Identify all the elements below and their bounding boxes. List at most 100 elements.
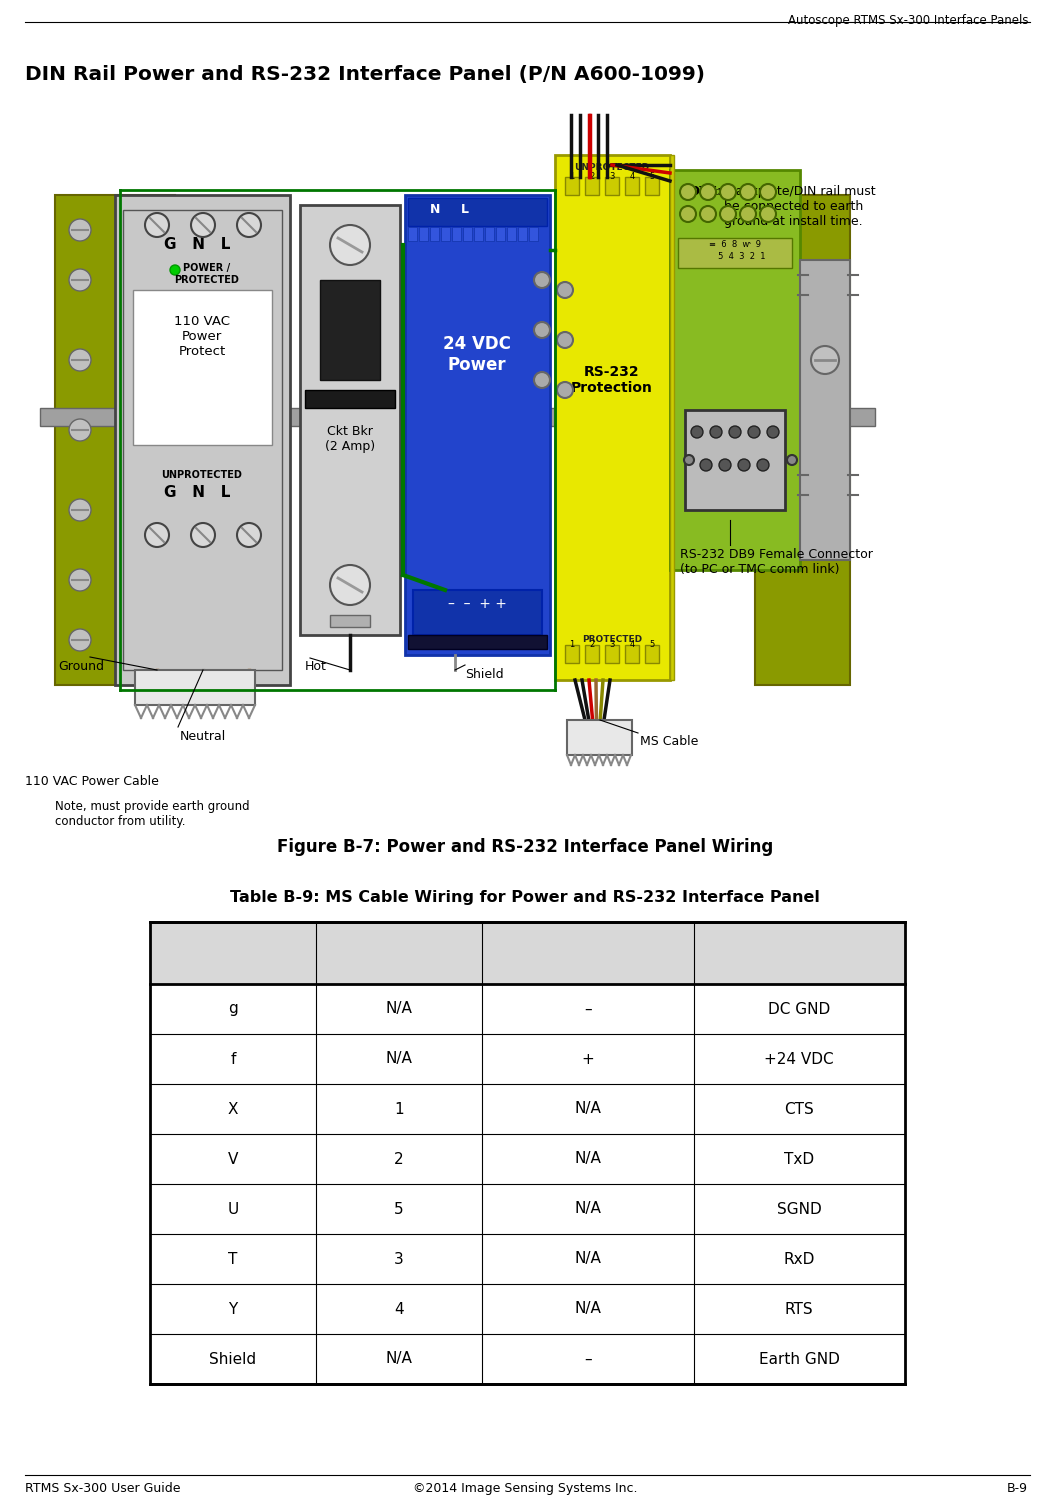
- Text: L: L: [461, 203, 469, 216]
- Text: RTMS Sx-300 User Guide: RTMS Sx-300 User Guide: [25, 1482, 181, 1494]
- Text: N/A: N/A: [574, 1101, 602, 1116]
- Circle shape: [680, 206, 696, 222]
- Circle shape: [145, 213, 169, 237]
- Text: UNPROTECTED: UNPROTECTED: [574, 164, 650, 173]
- Text: N/A: N/A: [385, 1051, 413, 1066]
- Text: Y: Y: [229, 1302, 237, 1316]
- Bar: [55, 195, 175, 685]
- Bar: [518, 227, 527, 240]
- Text: f: f: [230, 1051, 236, 1066]
- Text: U: U: [228, 1202, 238, 1217]
- Text: ≡  6  8  ⱳ  9: ≡ 6 8 ⱳ 9: [709, 240, 761, 249]
- Text: +24 VDC: +24 VDC: [764, 1051, 834, 1066]
- Bar: [330, 614, 370, 626]
- Text: 1: 1: [569, 640, 574, 649]
- Text: RS-232
Protection: RS-232 Protection: [571, 365, 653, 395]
- Bar: [405, 195, 550, 655]
- Circle shape: [710, 427, 722, 439]
- Circle shape: [760, 185, 776, 200]
- Text: N: N: [429, 203, 440, 216]
- Bar: [135, 670, 255, 704]
- Text: 5: 5: [649, 173, 654, 182]
- Circle shape: [237, 523, 261, 547]
- Bar: [408, 227, 417, 240]
- Bar: [755, 195, 850, 685]
- Bar: [463, 227, 472, 240]
- Bar: [605, 177, 620, 195]
- Bar: [507, 227, 516, 240]
- Bar: [585, 644, 598, 662]
- Bar: [304, 391, 395, 409]
- Text: N/A: N/A: [574, 1251, 602, 1266]
- Text: PROTECTED: PROTECTED: [582, 635, 642, 644]
- Circle shape: [700, 460, 712, 472]
- Circle shape: [729, 427, 741, 439]
- Circle shape: [738, 460, 750, 472]
- Text: 5: 5: [395, 1202, 404, 1217]
- Text: DC GND: DC GND: [769, 1002, 831, 1017]
- Text: ©2014 Image Sensing Systems Inc.: ©2014 Image Sensing Systems Inc.: [413, 1482, 637, 1494]
- Circle shape: [556, 282, 573, 297]
- Text: Figure B-7: Power and RS-232 Interface Panel Wiring: Figure B-7: Power and RS-232 Interface P…: [277, 838, 773, 856]
- Text: RxD: RxD: [783, 1251, 815, 1266]
- Text: X: X: [228, 1101, 238, 1116]
- Circle shape: [740, 206, 756, 222]
- Bar: [670, 155, 674, 680]
- Bar: [133, 290, 272, 445]
- Circle shape: [684, 455, 694, 466]
- Circle shape: [69, 499, 91, 521]
- Bar: [645, 177, 659, 195]
- Circle shape: [330, 565, 370, 605]
- Text: 3: 3: [609, 640, 614, 649]
- Circle shape: [237, 213, 261, 237]
- Bar: [40, 409, 875, 427]
- Circle shape: [534, 272, 550, 288]
- Circle shape: [788, 455, 797, 466]
- Text: –: –: [584, 1002, 592, 1017]
- Text: N/A: N/A: [574, 1152, 602, 1167]
- Bar: [452, 227, 461, 240]
- Bar: [300, 204, 400, 635]
- Text: TxD: TxD: [784, 1152, 815, 1167]
- Bar: [529, 227, 538, 240]
- Text: Table B-9: MS Cable Wiring for Power and RS-232 Interface Panel: Table B-9: MS Cable Wiring for Power and…: [230, 891, 820, 906]
- Bar: [485, 227, 494, 240]
- Circle shape: [680, 185, 696, 200]
- Text: DIN Rail Power and RS-232 Interface Panel (P/N A600-1099): DIN Rail Power and RS-232 Interface Pane…: [25, 65, 705, 84]
- Circle shape: [69, 569, 91, 590]
- Circle shape: [534, 372, 550, 388]
- Text: N/A: N/A: [574, 1202, 602, 1217]
- Circle shape: [748, 427, 760, 439]
- Text: –  –  + +: – – + +: [447, 596, 506, 611]
- Text: Note, must provide earth ground
conductor from utility.: Note, must provide earth ground conducto…: [55, 801, 250, 828]
- Circle shape: [719, 460, 731, 472]
- Bar: [123, 210, 282, 670]
- Circle shape: [556, 332, 573, 348]
- Circle shape: [69, 219, 91, 240]
- Text: N/A: N/A: [574, 1302, 602, 1316]
- Text: Autoscope RTMS Sx-300 Interface Panels: Autoscope RTMS Sx-300 Interface Panels: [788, 14, 1028, 27]
- Bar: [670, 170, 800, 569]
- Text: NOTE:: NOTE:: [680, 185, 723, 198]
- Text: 4: 4: [629, 173, 634, 182]
- Text: NOTE:  Backplate/DIN rail must
           be connected to earth
           groun: NOTE: Backplate/DIN rail must be connect…: [680, 185, 876, 228]
- Text: g: g: [228, 1002, 238, 1017]
- Bar: [565, 644, 579, 662]
- Bar: [585, 177, 598, 195]
- Text: RS-232 DB9 Female Connector
(to PC or TMC comm link): RS-232 DB9 Female Connector (to PC or TM…: [680, 548, 873, 575]
- Circle shape: [720, 206, 736, 222]
- Circle shape: [534, 321, 550, 338]
- Bar: [567, 719, 632, 756]
- Circle shape: [145, 523, 169, 547]
- Text: Hot: Hot: [304, 659, 327, 673]
- Circle shape: [720, 185, 736, 200]
- Text: T: T: [228, 1251, 237, 1266]
- Text: G   N   L: G N L: [164, 485, 230, 500]
- Text: MS Cable Pin: MS Cable Pin: [177, 945, 289, 960]
- Bar: [408, 635, 547, 649]
- Text: Signal Name: Signal Name: [746, 945, 854, 960]
- Circle shape: [191, 523, 215, 547]
- Circle shape: [69, 419, 91, 442]
- Circle shape: [811, 345, 839, 374]
- Bar: [565, 177, 579, 195]
